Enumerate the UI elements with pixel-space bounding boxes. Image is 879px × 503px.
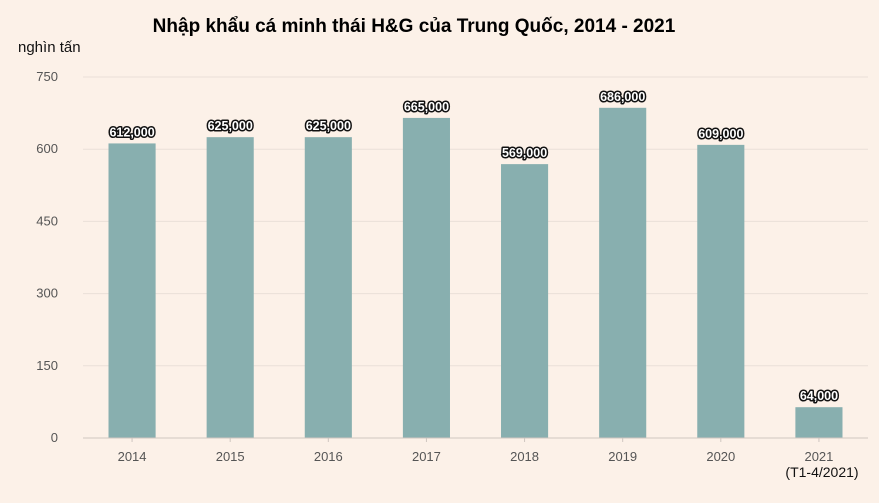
x-tick-label: 2017: [412, 449, 441, 464]
x-tick-label: 2018: [510, 449, 539, 464]
bar-2016: [304, 137, 352, 438]
data-label: 609,000: [698, 127, 743, 141]
bars: [108, 107, 843, 439]
y-tick-label: 150: [36, 358, 58, 373]
period-note: (T1-4/2021): [785, 464, 858, 480]
y-tick-label: 600: [36, 141, 58, 156]
bar-2014: [108, 143, 156, 438]
data-label: 625,000: [306, 119, 351, 133]
x-tick-label: 2016: [314, 449, 343, 464]
data-label: 569,000: [502, 146, 547, 160]
y-tick-label: 0: [51, 430, 58, 445]
x-tick-label: 2021: [804, 449, 833, 464]
y-axis-ticks: 0 150 300 450 600 750: [36, 69, 58, 445]
y-axis-label: nghìn tấn: [18, 39, 81, 56]
gridlines: [83, 76, 868, 367]
data-label: 686,000: [600, 90, 645, 104]
bar-2020: [697, 144, 745, 439]
bar-2015: [206, 137, 254, 438]
data-label: 625,000: [208, 119, 253, 133]
data-labels: 612,000 625,000 625,000 665,000 569,000 686,0…: [108, 88, 840, 404]
bar-2017: [402, 117, 450, 438]
x-tick-label: 2019: [608, 449, 637, 464]
data-label: 665,000: [404, 100, 449, 114]
bar-2019: [599, 107, 647, 439]
y-tick-label: 300: [36, 286, 58, 301]
x-tick-label: 2014: [118, 449, 147, 464]
y-tick-label: 450: [36, 213, 58, 228]
x-tick-label: 2015: [216, 449, 245, 464]
chart-title: Nhập khẩu cá minh thái H&G của Trung Quố…: [153, 16, 676, 37]
bar-2018: [501, 164, 549, 438]
y-tick-label: 750: [36, 69, 58, 84]
bar-2021: [795, 407, 843, 438]
x-axis-ticks: 2014 2015 2016 2017 2018 2019 2020 2021: [118, 438, 833, 464]
x-tick-label: 2020: [706, 449, 735, 464]
data-label: 64,000: [800, 389, 838, 403]
data-label: 612,000: [109, 125, 154, 139]
